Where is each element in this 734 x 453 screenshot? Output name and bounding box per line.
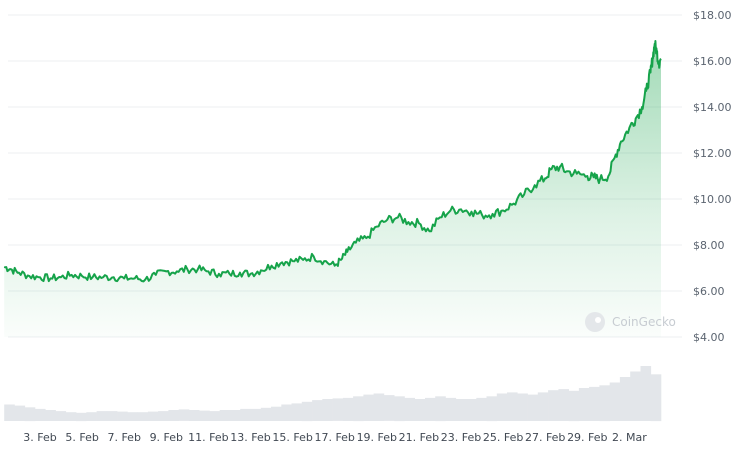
x-tick-label: 25. Feb <box>483 431 523 444</box>
volume-bar <box>14 405 26 421</box>
volume-bar <box>435 396 446 422</box>
volume-bar <box>568 390 580 422</box>
x-tick-label: 9. Feb <box>150 431 183 444</box>
volume-bar <box>137 412 149 421</box>
y-tick-label: $18.00 <box>693 9 732 22</box>
y-tick-label: $8.00 <box>693 239 725 252</box>
volume-bar <box>609 382 621 421</box>
volume-bar <box>127 412 138 421</box>
volume-bar <box>45 410 56 421</box>
volume-bar <box>24 407 36 422</box>
x-tick-label: 17. Feb <box>314 431 354 444</box>
volume-bar <box>507 392 518 421</box>
coingecko-logo-eye-icon <box>595 317 601 323</box>
volume-bar <box>4 404 15 421</box>
volume-bar <box>106 411 118 421</box>
volume-bar <box>548 390 559 421</box>
volume-bar <box>630 371 641 421</box>
volume-bar <box>117 411 128 421</box>
volume-bar <box>383 395 395 421</box>
volume-bar <box>342 397 354 421</box>
volume-bar <box>35 408 46 421</box>
volume-bar <box>527 394 539 421</box>
volume-bar <box>86 412 97 421</box>
y-tick-label: $12.00 <box>693 147 732 160</box>
volume-bar <box>589 386 600 421</box>
volume-bar <box>199 410 210 421</box>
volume-bar <box>301 401 313 422</box>
volume-bar <box>96 411 108 421</box>
volume-bar <box>230 410 241 421</box>
volume-bar <box>65 412 77 421</box>
price-line <box>3 40 662 283</box>
x-axis-labels: 3. Feb 5. Feb 7. Feb 9. Feb 11. Feb 13. Feb 15… <box>23 431 647 444</box>
volume-bar <box>650 374 662 422</box>
x-tick-label: 23. Feb <box>441 431 481 444</box>
volume-bar <box>332 398 344 421</box>
coingecko-watermark: CoinGecko <box>585 312 676 332</box>
volume-bar <box>291 403 303 421</box>
volume-bar <box>404 397 415 421</box>
x-tick-label: 19. Feb <box>357 431 397 444</box>
x-tick-label: 21. Feb <box>399 431 439 444</box>
volume-bar <box>363 394 374 421</box>
x-tick-label: 11. Feb <box>188 431 228 444</box>
x-tick-label: 15. Feb <box>272 431 312 444</box>
volume-bar <box>476 397 487 421</box>
volume-bar <box>147 411 159 421</box>
volume-bar <box>558 389 569 421</box>
volume-bar <box>271 406 282 421</box>
volume-bar <box>281 404 292 421</box>
volume-bar <box>640 366 652 421</box>
volume-bar <box>486 396 498 422</box>
volume-bar <box>394 396 405 422</box>
y-tick-label: $14.00 <box>693 101 732 114</box>
volume-bar <box>178 409 190 421</box>
volume-bar <box>445 397 457 421</box>
volume-bar <box>578 388 590 421</box>
coingecko-logo-icon <box>585 312 605 332</box>
volume-bar <box>373 393 385 421</box>
volume-bar <box>55 411 67 421</box>
volume-bar <box>599 385 610 422</box>
y-tick-label: $16.00 <box>693 55 732 68</box>
volume-bar <box>168 410 179 421</box>
watermark-label: CoinGecko <box>612 315 676 329</box>
volume-bars <box>4 366 662 422</box>
volume-bar <box>188 410 200 421</box>
volume-bar <box>619 377 631 421</box>
volume-bar <box>455 399 467 421</box>
price-area <box>4 41 661 337</box>
volume-bar <box>537 392 549 421</box>
x-tick-label: 29. Feb <box>567 431 607 444</box>
volume-bar <box>496 393 508 421</box>
volume-bar <box>158 411 169 421</box>
x-tick-label: 13. Feb <box>230 431 270 444</box>
volume-bar <box>219 410 231 421</box>
volume-bar <box>76 412 87 422</box>
volume-bar <box>414 399 426 421</box>
volume-bar <box>466 399 477 421</box>
x-tick-label: 3. Feb <box>23 431 56 444</box>
volume-bar <box>353 396 364 422</box>
volume-bar <box>425 397 436 421</box>
volume-bar <box>250 408 262 421</box>
volume-bar <box>517 393 528 421</box>
volume-bar <box>260 407 272 421</box>
y-tick-label: $6.00 <box>693 285 725 298</box>
volume-bar <box>322 399 333 421</box>
volume-bar <box>312 400 323 421</box>
x-tick-label: 27. Feb <box>525 431 565 444</box>
y-tick-label: $4.00 <box>693 331 725 344</box>
volume-bar <box>209 411 221 421</box>
x-tick-label: 7. Feb <box>107 431 140 444</box>
y-axis-labels: $18.00 $16.00 $14.00 $12.00 $10.00 $8.00 $6.00… <box>693 9 732 344</box>
x-tick-label: 2. Mar <box>612 431 647 444</box>
x-tick-label: 5. Feb <box>65 431 98 444</box>
volume-bar <box>240 408 251 421</box>
y-tick-label: $10.00 <box>693 193 732 206</box>
